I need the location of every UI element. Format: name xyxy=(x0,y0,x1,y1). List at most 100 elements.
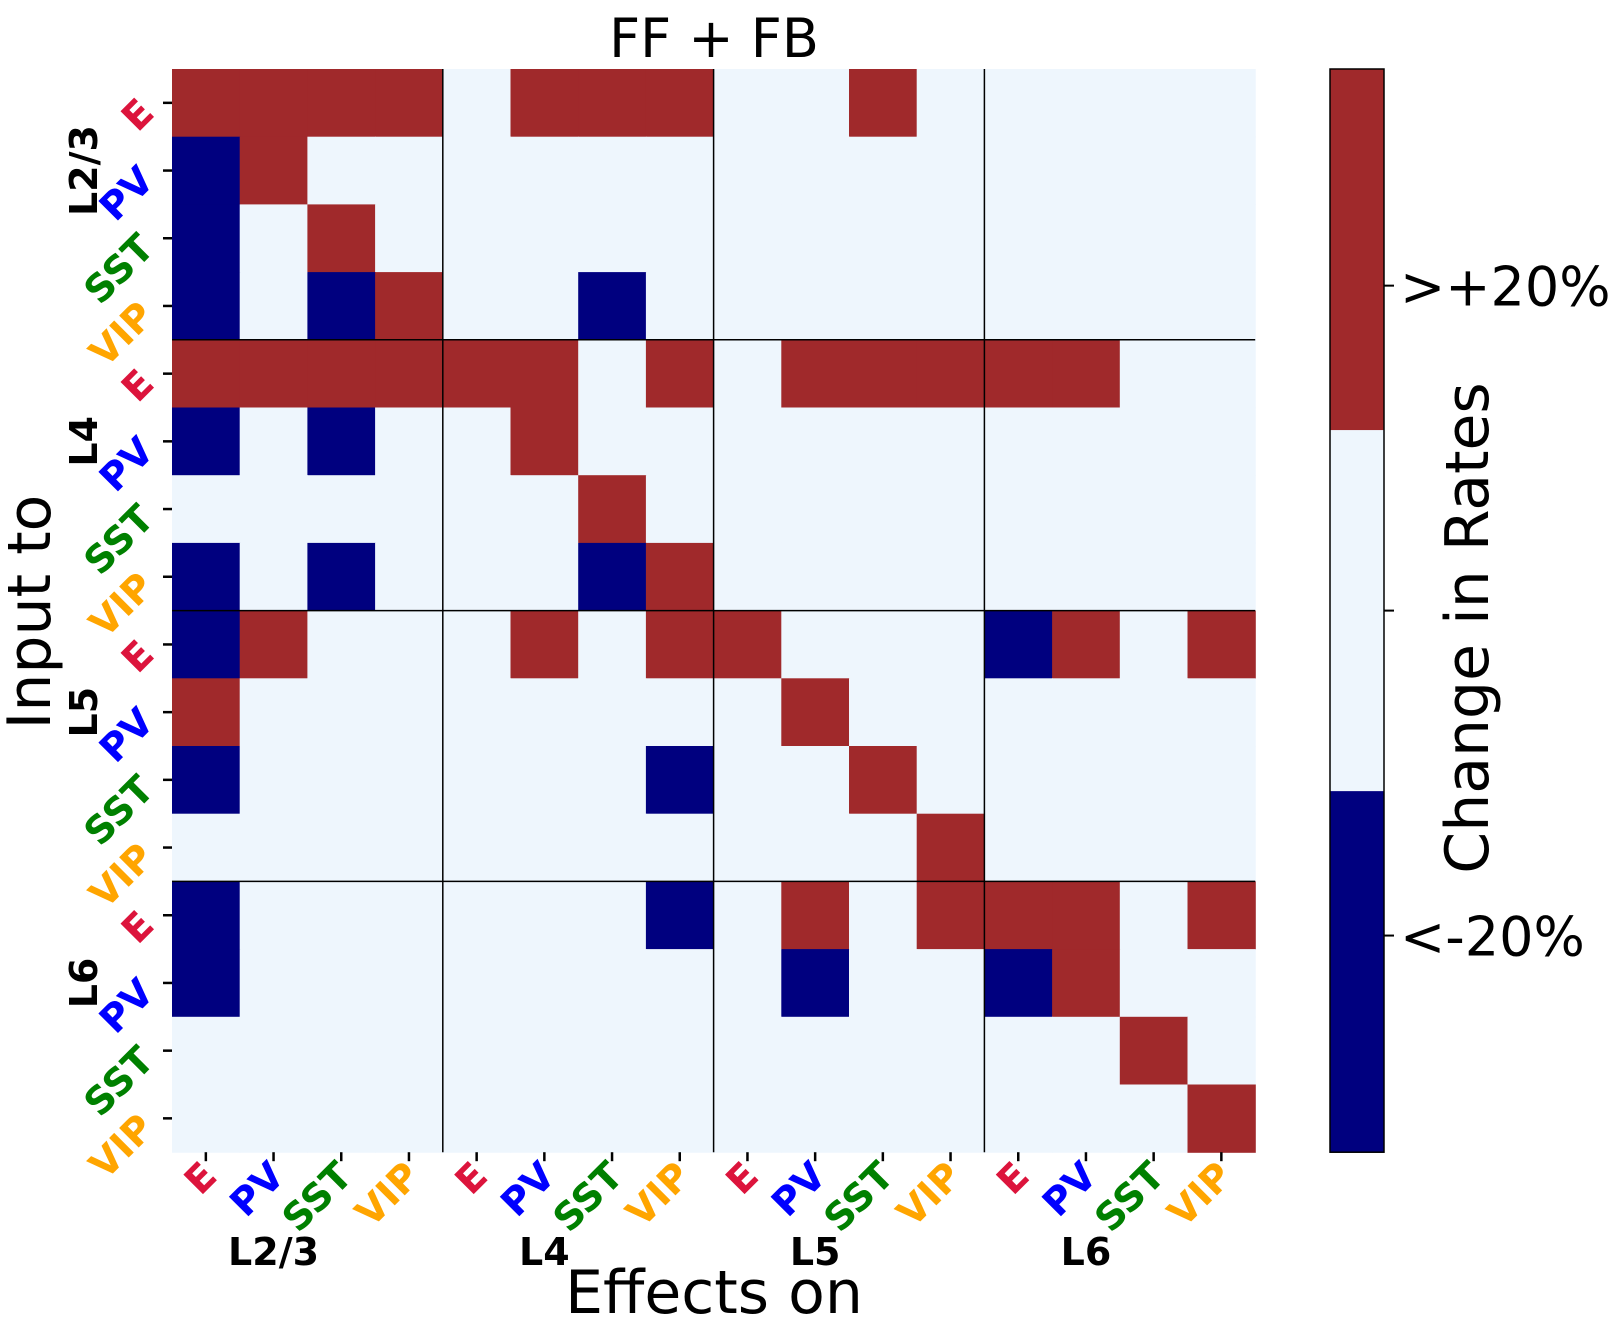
heatmap-cell xyxy=(172,136,241,205)
heatmap-cell xyxy=(578,136,647,205)
heatmap-cell xyxy=(172,272,241,341)
heatmap-cell xyxy=(1119,69,1189,138)
heatmap-cell xyxy=(984,204,1053,273)
y-layer-label: L2/3 xyxy=(62,125,106,216)
heatmap-cell xyxy=(442,339,512,409)
heatmap-cell xyxy=(849,610,918,679)
heatmap-cell xyxy=(984,949,1053,1018)
heatmap-cell xyxy=(307,407,376,476)
heatmap-cell xyxy=(916,136,985,205)
heatmap-cell xyxy=(442,1016,512,1086)
heatmap-cell xyxy=(849,475,918,544)
heatmap-cell xyxy=(713,678,782,747)
x-tick-label: E xyxy=(447,1153,496,1202)
heatmap-cell xyxy=(713,204,782,273)
heatmap-cell xyxy=(1119,542,1189,612)
heatmap-cell xyxy=(578,204,647,273)
heatmap-cell xyxy=(984,610,1053,679)
x-tick-label: SST xyxy=(815,1153,902,1240)
heatmap-cell xyxy=(781,610,850,679)
heatmap-cell xyxy=(1119,475,1189,544)
heatmap-cell xyxy=(849,204,918,273)
heatmap-cell xyxy=(645,542,715,612)
heatmap-cell xyxy=(984,339,1053,409)
heatmap-cell xyxy=(239,746,308,815)
heatmap-cell xyxy=(1119,272,1189,341)
heatmap-cell xyxy=(849,881,918,950)
heatmap-cell xyxy=(984,407,1053,476)
heatmap-cell xyxy=(442,475,512,544)
heatmap-cell xyxy=(1119,136,1189,205)
heatmap-cell xyxy=(510,881,579,950)
heatmap-cell xyxy=(916,1084,985,1153)
heatmap-cell xyxy=(916,881,985,950)
heatmap-cell xyxy=(781,678,850,747)
heatmap-cell xyxy=(578,542,647,612)
heatmap-cell xyxy=(1052,1084,1121,1153)
heatmap-cell xyxy=(172,407,241,476)
x-tick-label: E xyxy=(988,1153,1037,1202)
heatmap-cell xyxy=(172,949,241,1018)
heatmap-cell xyxy=(172,1084,241,1153)
heatmap-cell xyxy=(916,272,985,341)
heatmap-cell xyxy=(645,1016,715,1086)
colorbar-label: Change in Rates xyxy=(1433,382,1503,873)
heatmap-cell xyxy=(713,813,782,882)
heatmap-cell xyxy=(442,881,512,950)
y-tick-label: VIP xyxy=(81,1106,163,1188)
heatmap-cell xyxy=(442,542,512,612)
heatmap-cell xyxy=(1052,881,1121,950)
heatmap-cell xyxy=(578,813,647,882)
heatmap-cell xyxy=(578,339,647,409)
heatmap-cell xyxy=(307,949,376,1018)
heatmap-cell xyxy=(916,813,985,882)
heatmap-cell xyxy=(1052,475,1121,544)
heatmap-cell xyxy=(1187,1084,1256,1153)
heatmap-cell xyxy=(239,69,308,138)
heatmap-cell xyxy=(307,1016,376,1086)
heatmap-cell xyxy=(442,813,512,882)
heatmap-cell xyxy=(984,475,1053,544)
x-tick-label: E xyxy=(717,1153,766,1202)
colorbar-segment xyxy=(1330,69,1384,431)
heatmap-cell xyxy=(781,1016,850,1086)
y-tick-label: E xyxy=(113,361,162,410)
heatmap-cell xyxy=(375,813,444,882)
heatmap-cell xyxy=(713,407,782,476)
heatmap-cell xyxy=(375,746,444,815)
heatmap-cell xyxy=(1052,136,1121,205)
heatmap-cell xyxy=(916,339,985,409)
y-tick-label: VIP xyxy=(81,835,163,917)
heatmap-cell xyxy=(510,1016,579,1086)
heatmap-cell xyxy=(510,746,579,815)
heatmap-cell xyxy=(1119,204,1189,273)
heatmap-cell xyxy=(239,475,308,544)
heatmap-cell xyxy=(1119,678,1189,747)
heatmap-cell xyxy=(781,272,850,341)
heatmap-cell xyxy=(510,813,579,882)
x-tick-label: VIP xyxy=(347,1153,429,1235)
heatmap-cell xyxy=(510,339,579,409)
heatmap-cell xyxy=(713,610,782,679)
heatmap-cell xyxy=(172,881,241,950)
heatmap-cell xyxy=(645,69,715,138)
heatmap-cell xyxy=(916,610,985,679)
heatmap-cell xyxy=(916,204,985,273)
heatmap-cell xyxy=(510,136,579,205)
heatmap-cell xyxy=(781,407,850,476)
heatmap-cell xyxy=(239,272,308,341)
heatmap-cell xyxy=(1119,610,1189,679)
heatmap-cell xyxy=(510,407,579,476)
heatmap-cell xyxy=(578,881,647,950)
heatmap-cell xyxy=(849,813,918,882)
heatmap-cell xyxy=(849,678,918,747)
heatmap-cell xyxy=(1187,69,1256,138)
heatmap-cell xyxy=(984,1084,1053,1153)
heatmap-cell xyxy=(1187,272,1256,341)
heatmap-cell xyxy=(375,339,444,409)
heatmap-cell xyxy=(510,542,579,612)
heatmap-cell xyxy=(1119,949,1189,1018)
heatmap-cell xyxy=(1187,407,1256,476)
heatmap-cell xyxy=(1052,542,1121,612)
heatmap-cell xyxy=(645,813,715,882)
